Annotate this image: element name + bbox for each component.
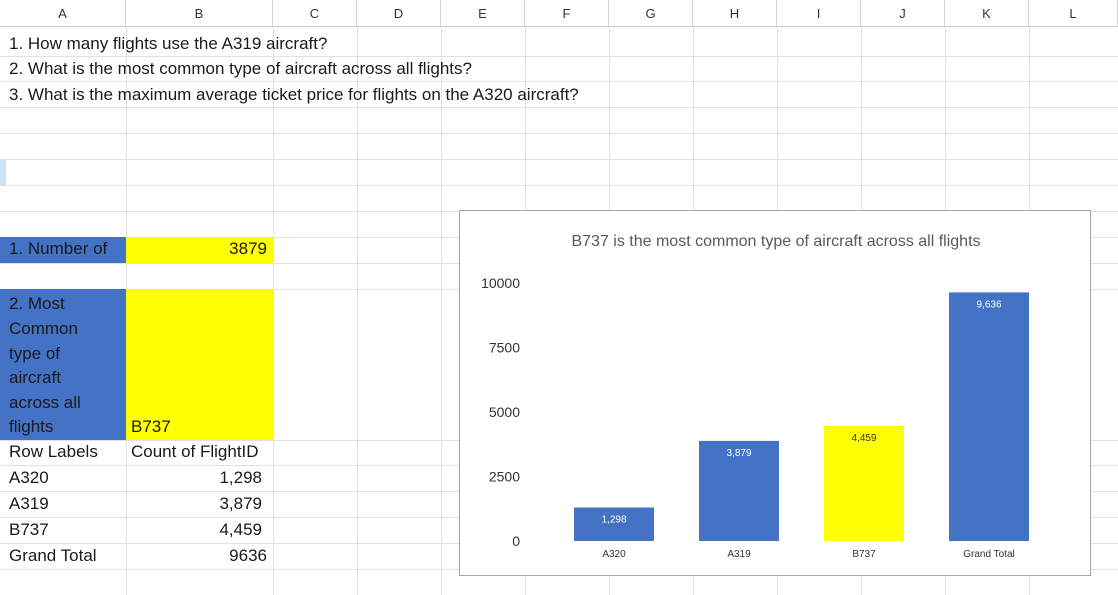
- pivot-total-value[interactable]: 9636: [229, 546, 267, 565]
- grid-line: [0, 159, 1118, 160]
- bar[interactable]: [574, 507, 654, 541]
- column-header-i[interactable]: I: [777, 0, 861, 27]
- grid-line: [0, 81, 1118, 82]
- column-header-g[interactable]: G: [609, 0, 693, 27]
- column-header-h[interactable]: H: [693, 0, 777, 27]
- y-tick-label: 5000: [489, 404, 520, 420]
- pivot-row-label[interactable]: A320: [9, 468, 49, 487]
- pivot-row-label[interactable]: B737: [9, 520, 49, 539]
- column-header-k[interactable]: K: [945, 0, 1029, 27]
- column-header-d[interactable]: D: [357, 0, 441, 27]
- grid-line: [0, 185, 1118, 186]
- answer-2-value-cell[interactable]: [126, 289, 273, 440]
- selection-marker: [0, 160, 6, 185]
- pivot-row-value[interactable]: 3,879: [219, 494, 262, 513]
- column-header-a[interactable]: A: [0, 0, 126, 27]
- answer-2-label-line: across all: [9, 393, 81, 412]
- bar-data-label: 4,459: [851, 433, 876, 444]
- column-header-b[interactable]: B: [126, 0, 273, 27]
- y-tick-label: 7500: [489, 340, 520, 356]
- grid-line: [0, 107, 1118, 108]
- answer-1-value-cell[interactable]: [126, 237, 273, 263]
- answer-1-label: 1. Number of: [9, 239, 108, 258]
- pivot-header-row-labels[interactable]: Row Labels: [9, 442, 98, 461]
- answer-2-label-cell[interactable]: [0, 289, 126, 440]
- pivot-header-count[interactable]: Count of FlightID: [131, 442, 259, 461]
- grid-line: [357, 27, 358, 595]
- question-2[interactable]: 2. What is the most common type of aircr…: [9, 59, 472, 78]
- answer-2-label-line: type of: [9, 344, 61, 363]
- chart-title: B737 is the most common type of aircraft…: [571, 233, 980, 250]
- question-1[interactable]: 1. How many flights use the A319 aircraf…: [9, 34, 328, 53]
- grid-line: [0, 133, 1118, 134]
- answer-1-label-cell[interactable]: [0, 237, 126, 263]
- x-category-label: A319: [727, 549, 751, 560]
- y-tick-label: 0: [512, 533, 520, 549]
- bar[interactable]: [824, 425, 904, 541]
- y-tick-label: 2500: [489, 469, 520, 485]
- answer-1-value: 3879: [229, 239, 267, 258]
- bar-data-label: 3,879: [726, 448, 751, 459]
- grid-line: [273, 27, 274, 595]
- column-header-e[interactable]: E: [441, 0, 525, 27]
- chart-canvas: B737 is the most common type of aircraft…: [481, 233, 1029, 560]
- y-tick-label: 10000: [481, 275, 520, 291]
- answer-2-label-line: Common: [9, 319, 78, 338]
- answer-2-label-line: aircraft: [9, 368, 61, 387]
- answer-2-value: B737: [131, 417, 171, 436]
- pivot-row-value[interactable]: 1,298: [219, 468, 262, 487]
- answer-2-label-line: flights: [9, 417, 54, 436]
- pivot-row-label[interactable]: A319: [9, 494, 49, 513]
- x-category-label: B737: [852, 549, 876, 560]
- answer-2-label-line: 2. Most: [9, 294, 65, 313]
- column-header-f[interactable]: F: [525, 0, 609, 27]
- bar-chart[interactable]: B737 is the most common type of aircraft…: [459, 210, 1091, 576]
- pivot-total-label[interactable]: Grand Total: [9, 546, 97, 565]
- pivot-row-value[interactable]: 4,459: [219, 520, 262, 539]
- grid-line: [441, 27, 442, 595]
- x-category-label: A320: [602, 549, 626, 560]
- column-header-c[interactable]: C: [273, 0, 357, 27]
- bar[interactable]: [949, 292, 1029, 541]
- bar-data-label: 9,636: [976, 299, 1001, 310]
- grid-line: [0, 56, 1118, 57]
- bar[interactable]: [699, 440, 779, 541]
- column-header-l[interactable]: L: [1029, 0, 1118, 27]
- x-category-label: Grand Total: [963, 549, 1015, 560]
- question-3[interactable]: 3. What is the maximum average ticket pr…: [9, 85, 579, 104]
- column-header-j[interactable]: J: [861, 0, 945, 27]
- bar-data-label: 1,298: [601, 515, 626, 526]
